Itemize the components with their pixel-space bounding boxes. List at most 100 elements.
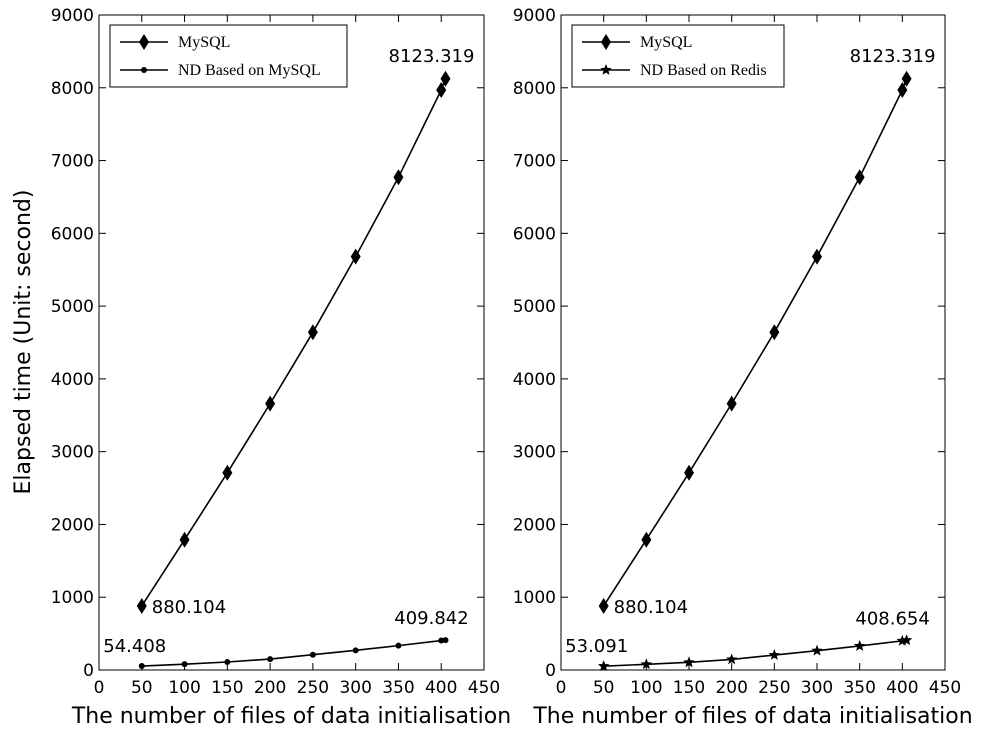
x-tick-label: 200 (254, 678, 286, 698)
x-axis-label: The number of files of data initialisati… (71, 704, 511, 729)
x-tick-label: 0 (94, 678, 105, 698)
x-tick-label: 150 (673, 678, 705, 698)
data-point-circle (309, 651, 316, 658)
data-point-circle (352, 647, 359, 654)
x-tick-label: 450 (468, 678, 500, 698)
legend-label: MySQL (178, 34, 230, 51)
data-point-diamond (812, 248, 822, 265)
legend-marker-circle (141, 67, 147, 73)
data-point-diamond (598, 597, 609, 614)
y-tick-label: 1000 (513, 588, 556, 608)
y-tick-label: 5000 (51, 297, 94, 317)
data-point-star (768, 649, 781, 660)
data-label: 8123.319 (389, 46, 475, 67)
data-point-circle (181, 661, 188, 668)
y-tick-label: 9000 (51, 6, 94, 26)
x-tick-label: 0 (556, 678, 567, 698)
data-point-star (640, 658, 653, 670)
data-point-diamond (222, 464, 233, 481)
y-tick-label: 6000 (513, 224, 556, 244)
data-point-star (853, 639, 866, 651)
x-axis-label: The number of files of data initialisati… (532, 704, 972, 729)
x-tick-label: 50 (593, 678, 615, 698)
y-tick-label: 2000 (51, 515, 94, 535)
data-point-circle (138, 663, 145, 670)
data-point-star (683, 656, 695, 668)
data-label: 8123.319 (850, 46, 936, 67)
x-tick-label: 50 (131, 678, 153, 698)
data-label: 54.408 (103, 636, 166, 657)
data-point-circle (395, 642, 402, 649)
data-point-diamond (307, 324, 318, 341)
data-point-star (811, 644, 823, 656)
x-tick-label: 450 (929, 678, 961, 698)
legend-marker-star (600, 64, 612, 75)
y-tick-label: 0 (83, 661, 94, 681)
y-tick-label: 5000 (513, 297, 556, 317)
y-tick-label: 0 (545, 661, 556, 681)
data-point-circle (267, 656, 274, 663)
y-tick-label: 7000 (51, 152, 94, 172)
x-tick-label: 350 (843, 678, 875, 698)
x-tick-label: 300 (339, 678, 371, 698)
data-point-diamond (136, 597, 147, 614)
legend-marker-diamond (601, 34, 611, 50)
y-tick-label: 3000 (513, 443, 556, 463)
y-tick-label: 8000 (51, 79, 94, 99)
y-tick-label: 4000 (513, 370, 556, 390)
data-point-star (900, 634, 913, 646)
data-point-diamond (436, 81, 447, 98)
chart-panel-right: 0 50 100 150 200 250 300 350 400 450 0 1000 2000 3000… (513, 6, 973, 729)
data-point-circle (438, 637, 445, 644)
legend-label: MySQL (640, 34, 692, 51)
data-point-diamond (769, 324, 780, 341)
y-tick-label: 7000 (513, 152, 556, 172)
data-point-diamond (393, 169, 404, 186)
y-axis-label: Elapsed time (Unit: second) (11, 190, 36, 495)
y-tick-label: 9000 (513, 6, 556, 26)
y-tick-label: 8000 (513, 79, 556, 99)
x-tick-label: 100 (630, 678, 662, 698)
data-point-diamond (440, 70, 451, 87)
data-point-diamond (265, 395, 276, 412)
y-tick-label: 2000 (513, 515, 556, 535)
data-label: 880.104 (152, 597, 226, 618)
data-point-diamond (726, 395, 737, 412)
legend-box (109, 24, 348, 88)
data-point-diamond (684, 464, 694, 481)
x-tick-label: 400 (886, 678, 918, 698)
y-tick-label: 6000 (51, 224, 94, 244)
y-tick-label: 3000 (51, 443, 94, 463)
data-point-star (597, 660, 610, 671)
x-tick-label: 200 (715, 678, 747, 698)
x-tick-label: 300 (801, 678, 833, 698)
series-line-0 (141, 78, 447, 607)
x-tick-label: 400 (425, 678, 457, 698)
data-point-diamond (641, 531, 652, 548)
legend-label: ND Based on MySQL (178, 62, 321, 79)
x-tick-label: 250 (758, 678, 790, 698)
chart-panel-left: 0 50 100 150 200 250 300 350 400 450 0 1000 2000 3000… (51, 6, 511, 729)
y-tick-label: 1000 (51, 588, 94, 608)
data-point-star (896, 634, 909, 646)
data-point-star (725, 653, 738, 665)
legend-marker-diamond (139, 34, 149, 50)
series-line-0 (602, 78, 908, 607)
data-label: 53.091 (565, 636, 628, 657)
data-point-circle (442, 637, 449, 644)
x-tick-label: 100 (168, 678, 200, 698)
data-point-diamond (901, 70, 912, 87)
legend-label: ND Based on Redis (640, 62, 767, 79)
data-label: 880.104 (614, 597, 688, 618)
x-tick-label: 150 (211, 678, 243, 698)
plot-frame (98, 14, 485, 671)
data-point-diamond (897, 81, 908, 98)
legend-box (571, 24, 785, 88)
x-tick-label: 250 (297, 678, 329, 698)
plot-frame (560, 14, 946, 671)
data-label: 408.654 (855, 608, 929, 629)
y-tick-label: 4000 (51, 370, 94, 390)
x-tick-label: 350 (382, 678, 414, 698)
data-point-circle (224, 658, 231, 665)
